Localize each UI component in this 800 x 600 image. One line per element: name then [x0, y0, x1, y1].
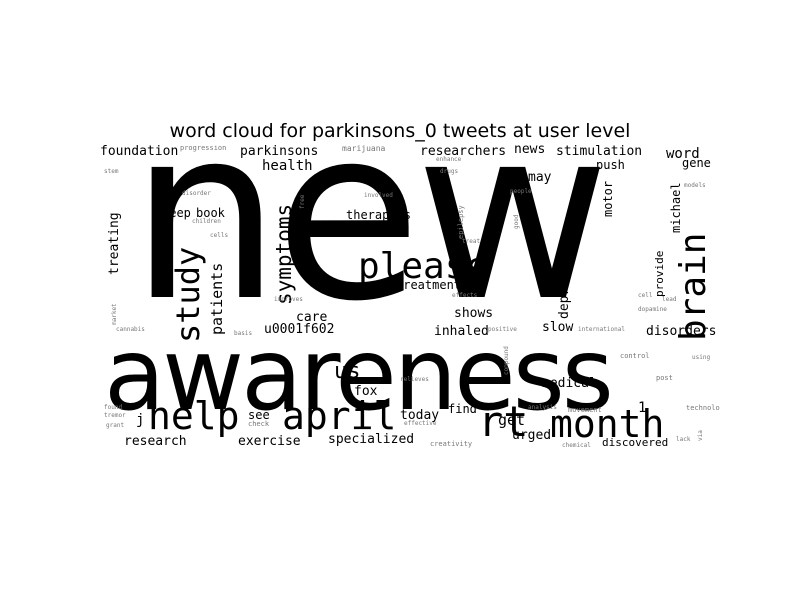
word-urged: urged	[512, 428, 552, 443]
word-dopamine: dopamine	[638, 306, 667, 313]
word-foundation: foundation	[100, 145, 179, 159]
word-enhance: enhance	[436, 156, 462, 163]
word-cannabis: cannabis	[116, 326, 145, 333]
word-analysis: analysis	[528, 404, 557, 411]
word-drugs: drugs	[440, 168, 459, 175]
word-movement: movement	[568, 406, 602, 414]
word-cloud: new awareness help april rt month please…	[100, 145, 720, 455]
word-via: via	[697, 430, 704, 441]
figure-title: word cloud for parkinsons_0 tweets at us…	[169, 120, 631, 142]
word-children: children	[192, 218, 221, 225]
word-technology: technology	[686, 404, 720, 412]
word-progression: progression	[180, 145, 227, 152]
word-lack: lack	[676, 436, 691, 443]
word-disorder: disorder	[182, 190, 211, 197]
word-get: get	[498, 411, 526, 429]
word-positive: positive	[488, 326, 517, 333]
word-found: found	[104, 404, 123, 411]
word-shows: shows	[454, 306, 494, 321]
word-people: people	[510, 188, 532, 195]
word-fox: fox	[354, 384, 378, 399]
word-see: see	[248, 408, 270, 422]
word-exercise: exercise	[238, 434, 301, 449]
word-j: j	[136, 412, 145, 428]
word-basis: basis	[234, 330, 253, 337]
word-news: news	[514, 145, 546, 157]
word-find: find	[448, 402, 477, 416]
word-creativity: creativity	[430, 440, 473, 448]
word-medical: medical	[542, 376, 597, 391]
word-specialized: specialized	[328, 432, 415, 447]
word-motor: motor	[601, 180, 615, 217]
word-michael: michael	[669, 182, 683, 233]
word-push: push	[596, 158, 625, 172]
word-effective: effective	[404, 420, 437, 427]
word-treat: treat	[462, 238, 481, 245]
word-rt: rt	[478, 397, 529, 446]
word-care: care	[296, 310, 328, 325]
word-cells: cells	[210, 232, 229, 239]
word-word: word	[666, 146, 700, 162]
word-1: 1	[638, 400, 647, 416]
word-international: international	[578, 326, 625, 333]
word-symptoms: symptoms	[272, 203, 296, 305]
word-grant: grant	[106, 422, 125, 429]
word-effects: effects	[452, 292, 478, 299]
word-epilepsy: epilepsy	[457, 205, 465, 239]
word-check: check	[248, 420, 270, 428]
word-slow: slow	[542, 320, 574, 335]
word-provide: provide	[653, 250, 666, 297]
word-relieves: relieves	[400, 376, 429, 383]
word-study: study	[169, 246, 207, 343]
word-improves: improves	[274, 296, 303, 303]
word-us: us	[334, 359, 361, 384]
word-compound: compound	[503, 346, 510, 375]
word-month: month	[550, 402, 665, 446]
word-marijuana: marijuana	[342, 145, 386, 153]
word-deep: deep	[162, 206, 191, 220]
word-pd: pd	[158, 260, 173, 274]
word-models: models	[684, 182, 706, 189]
word-awareness: awareness	[104, 316, 614, 433]
word-health: health	[262, 158, 313, 174]
word-market: market	[111, 303, 118, 325]
word-parkinsons: parkinsons	[240, 145, 319, 159]
word-patients: patients	[208, 262, 226, 335]
word-depression: depression	[557, 240, 572, 319]
word-good: good	[513, 214, 520, 229]
word-new: new	[130, 145, 610, 354]
word-free: free	[299, 194, 306, 209]
word-help: help	[148, 394, 240, 438]
word-stem: stem	[104, 168, 119, 175]
word-discovered: discovered	[602, 436, 669, 449]
word-control: control	[620, 352, 650, 360]
word-inhaled: inhaled	[434, 324, 489, 339]
word-therapies: therapies	[346, 208, 412, 222]
word-chemical: chemical	[562, 442, 591, 449]
word-april: april	[282, 394, 397, 438]
word-involved: involved	[364, 192, 393, 199]
word-lead: lead	[662, 296, 677, 303]
word-stimulation: stimulation	[556, 145, 643, 159]
word-may: may	[528, 170, 552, 185]
word-research: research	[124, 434, 187, 449]
word-using: using	[692, 354, 711, 361]
word-post: post	[656, 374, 673, 382]
word-disorders: disorders	[646, 324, 717, 339]
word-treatment: treatment	[396, 278, 462, 292]
word-researchers: researchers	[420, 145, 507, 159]
word-please: please	[358, 246, 489, 287]
word-u0001f602: u0001f602	[264, 322, 335, 337]
word-treating: treating	[107, 212, 122, 275]
word-tremor: tremor	[104, 412, 126, 419]
word-today: today	[400, 408, 440, 423]
word-gene: gene	[682, 156, 711, 170]
word-book: book	[196, 206, 225, 220]
word-cell: cell	[638, 292, 653, 299]
